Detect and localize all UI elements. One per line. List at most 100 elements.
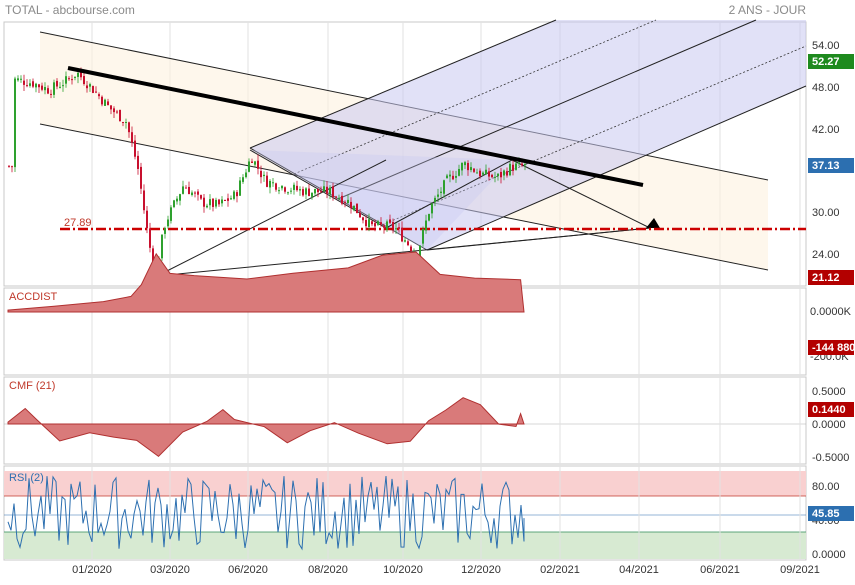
candle-body <box>410 246 412 252</box>
accdist-area <box>7 251 525 313</box>
candle-body <box>347 199 349 204</box>
cmf-label: CMF (21) <box>9 380 55 392</box>
candle-body <box>323 186 325 192</box>
candle-body <box>206 205 208 208</box>
candle-body <box>68 78 70 80</box>
pitchfork-upper <box>249 19 557 149</box>
candle-body <box>263 174 265 177</box>
candle-body <box>500 171 502 178</box>
candle-body <box>281 185 283 189</box>
cmf-panel <box>3 376 807 465</box>
candle-body <box>314 188 316 194</box>
candle-body <box>215 199 217 207</box>
badge-top-bg <box>808 54 854 69</box>
candle-body <box>467 162 469 171</box>
projection-line-1 <box>511 159 651 229</box>
candle-body <box>440 191 442 193</box>
candle-body <box>101 96 103 105</box>
candle-body <box>428 214 430 221</box>
candle-body <box>317 188 319 193</box>
candle-body <box>95 91 97 93</box>
candle-body <box>50 93 52 95</box>
candle-body <box>56 80 58 87</box>
candle-body <box>293 184 295 190</box>
pitchfork-fill <box>250 20 806 250</box>
cmf-tick-0: 0.0000 <box>812 419 846 431</box>
candle-body <box>140 166 142 189</box>
accdist-badge: -144 880 <box>812 342 855 354</box>
wedge-fill <box>250 150 512 250</box>
candle-body <box>506 171 508 176</box>
candle-body <box>269 180 271 188</box>
cmf-tick-m05: -0.5000 <box>812 452 849 464</box>
candle-body <box>479 170 481 177</box>
candle-body <box>473 168 475 172</box>
candle-body <box>167 219 169 227</box>
rsi-overbought-zone <box>4 471 806 496</box>
candle-body <box>233 191 235 199</box>
candle-body <box>302 189 304 196</box>
candle-body <box>23 80 25 85</box>
candle-body <box>170 207 172 221</box>
candle-body <box>272 182 274 184</box>
candle-body <box>146 210 148 229</box>
pitchfork-lower <box>426 85 807 251</box>
badge-top: 52.27 <box>812 56 840 68</box>
candle-body <box>449 174 451 177</box>
candle-body <box>218 199 220 205</box>
candle-body <box>113 108 115 113</box>
candle-body <box>209 199 211 206</box>
candle-body <box>161 234 163 259</box>
candle-body <box>452 175 454 180</box>
candle-body <box>521 163 523 166</box>
candle-body <box>143 190 145 211</box>
candle-body <box>53 82 55 95</box>
candle-body <box>395 228 397 230</box>
candle-body <box>236 192 238 197</box>
candle-body <box>278 190 280 192</box>
rsi-badge: 45.85 <box>812 508 840 520</box>
candle-body <box>41 85 43 90</box>
candle-body <box>65 76 67 84</box>
accdist-badge-bg <box>808 340 854 355</box>
candle-body <box>422 228 424 244</box>
candle-body <box>200 195 202 199</box>
candle-body <box>137 155 139 169</box>
candle-body <box>374 223 376 227</box>
candle-body <box>26 85 28 87</box>
candle-body <box>389 219 391 223</box>
x-tick-0: 01/2020 <box>72 564 112 576</box>
x-tick-9: 09/2021 <box>780 564 820 576</box>
candle-body <box>404 240 406 242</box>
candle-body <box>98 94 100 97</box>
candle-body <box>353 205 355 211</box>
x-tick-8: 06/2021 <box>700 564 740 576</box>
candle-body <box>110 105 112 110</box>
candle-body <box>344 201 346 203</box>
badge-bottom: 21.12 <box>812 272 840 284</box>
candle-body <box>488 171 490 177</box>
rsi-oversold-zone <box>4 532 806 559</box>
candle-body <box>464 162 466 166</box>
candle-body <box>497 173 499 177</box>
pitchfork-dotted-2 <box>381 45 807 226</box>
candle-body <box>362 217 364 221</box>
candle-body <box>446 175 448 179</box>
candle-body <box>89 84 91 87</box>
candle-body <box>359 212 361 218</box>
candle-body <box>455 175 457 178</box>
cmf-area <box>7 397 525 458</box>
candle-body <box>257 160 259 169</box>
candle-body <box>74 76 76 78</box>
candlesticks <box>8 67 526 276</box>
candle-body <box>83 76 85 85</box>
candle-body <box>128 122 130 133</box>
price-tick-48: 48.00 <box>812 82 840 94</box>
x-tick-4: 10/2020 <box>383 564 423 576</box>
candle-body <box>392 221 394 229</box>
candle-body <box>32 81 34 87</box>
candle-body <box>71 79 73 81</box>
candle-body <box>62 85 64 87</box>
candle-body <box>329 187 331 195</box>
